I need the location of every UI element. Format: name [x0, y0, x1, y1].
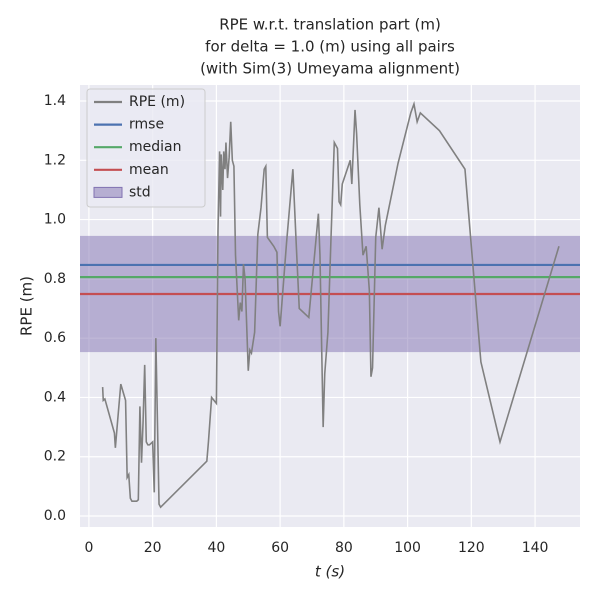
x-tick-label: 40 — [207, 540, 225, 556]
x-tick-label: 60 — [271, 540, 289, 556]
x-tick-label: 80 — [335, 540, 353, 556]
y-tick-label: 0.2 — [44, 449, 66, 465]
x-tick-label: 100 — [394, 540, 421, 556]
y-tick-label: 1.2 — [44, 152, 66, 168]
chart-title: (with Sim(3) Umeyama alignment) — [200, 60, 460, 78]
x-axis-label: t (s) — [315, 563, 345, 581]
y-axis-label: RPE (m) — [18, 276, 36, 336]
x-tick-label: 0 — [84, 540, 93, 556]
y-tick-label: 0.0 — [44, 508, 66, 524]
x-tick-label: 20 — [144, 540, 162, 556]
chart-title: for delta = 1.0 (m) using all pairs — [205, 38, 455, 56]
legend-label: RPE (m) — [129, 94, 185, 110]
legend-label: mean — [129, 162, 169, 178]
legend-swatch — [93, 186, 123, 198]
legend-box — [86, 88, 206, 208]
y-tick-label: 1.0 — [44, 212, 66, 228]
y-tick-label: 0.4 — [44, 389, 66, 405]
legend-label: median — [129, 139, 181, 155]
data-line — [101, 100, 560, 509]
legend-label: rmse — [129, 117, 164, 133]
legend-label: std — [129, 184, 151, 200]
x-tick-label: 140 — [522, 540, 549, 556]
y-tick-label: 0.8 — [44, 271, 66, 287]
x-tick-label: 120 — [458, 540, 485, 556]
chart-title: RPE w.r.t. translation part (m) — [219, 16, 441, 34]
y-tick-label: 0.6 — [44, 330, 66, 346]
y-tick-label: 1.4 — [44, 93, 66, 109]
